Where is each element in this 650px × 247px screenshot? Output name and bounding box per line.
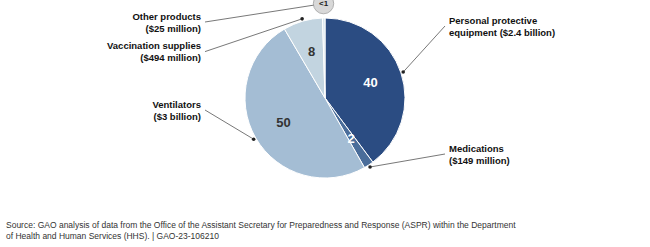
category-label-line: Medications — [449, 143, 504, 154]
category-label: Vaccination supplies($494 million) — [107, 40, 201, 63]
source-text: Source: GAO analysis of data from the Of… — [6, 220, 516, 241]
category-label-line: Vaccination supplies — [107, 40, 201, 51]
category-label-line: Other products — [132, 11, 201, 22]
leader-line — [370, 154, 445, 167]
leader-line — [205, 4, 324, 22]
chart-container: 40 2 50 8 <1 Personal protectiveequipment ($2… — [0, 0, 650, 247]
data-label: <1 — [319, 0, 329, 8]
category-label-line: ($25 million) — [146, 23, 201, 34]
slices — [245, 18, 405, 178]
leader-lines — [205, 4, 445, 167]
small-slice-badge — [313, 0, 333, 14]
category-label: Other products($25 million) — [132, 11, 201, 34]
pie-slice — [322, 18, 325, 98]
leader-line — [205, 19, 302, 52]
leader-dot — [252, 137, 256, 141]
category-label-line: Ventilators — [152, 99, 201, 110]
chart-svg: 40 2 50 8 <1 Personal protectiveequipment ($2… — [0, 0, 650, 247]
category-label: Personal protectiveequipment ($2.4 billi… — [449, 15, 555, 38]
leader-line — [205, 110, 254, 139]
data-label: 2 — [348, 131, 355, 146]
category-label-line: ($494 million) — [140, 52, 201, 63]
leader-dot — [368, 165, 372, 169]
labels: 40 2 50 8 <1 Personal protectiveequipment ($2… — [107, 0, 555, 169]
data-label: 8 — [308, 44, 315, 59]
category-label-line: Personal protective — [449, 15, 537, 26]
category-label-line: ($3 billion) — [154, 111, 202, 122]
category-label-line: ($149 million) — [449, 155, 510, 166]
leader-dot — [401, 70, 405, 74]
data-label: 50 — [276, 115, 290, 130]
leader-line — [403, 26, 445, 72]
category-label: Ventilators($3 billion) — [152, 99, 201, 122]
leader-dot — [300, 17, 304, 21]
category-label: Medications($149 million) — [449, 143, 510, 166]
data-label: 40 — [363, 75, 377, 90]
category-label-line: equipment ($2.4 billion) — [449, 27, 555, 38]
source-text-line: Source: GAO analysis of data from the Of… — [6, 220, 516, 230]
source-text-line: of Health and Human Services (HHS). | GA… — [6, 231, 219, 241]
pie-slice — [284, 18, 325, 98]
